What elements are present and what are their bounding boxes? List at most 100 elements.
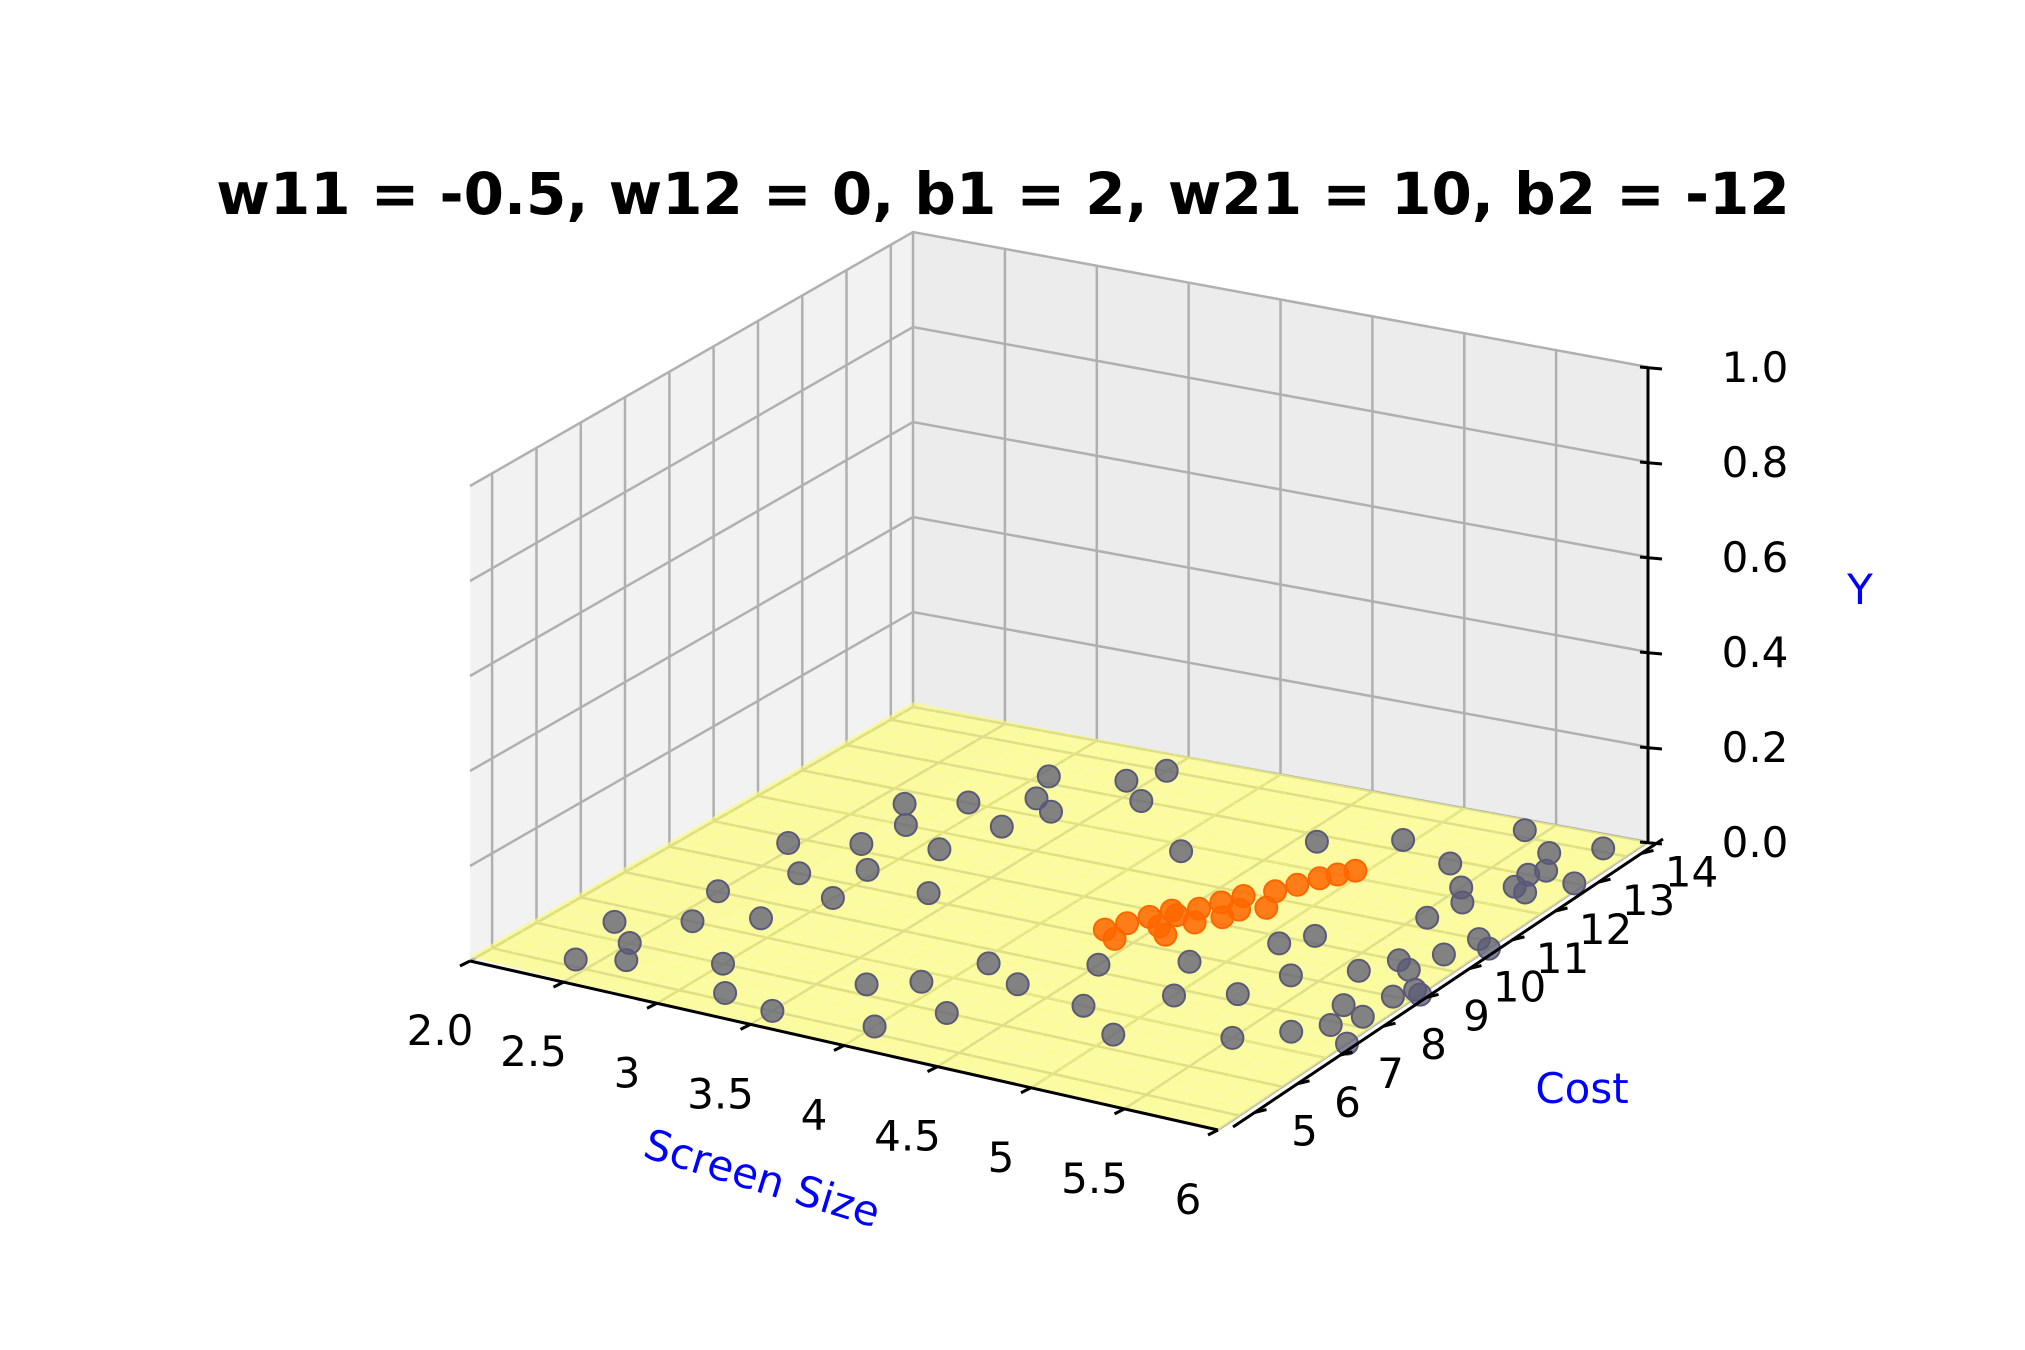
z-tick-label: 1.0: [1722, 343, 1789, 392]
z-tick-mark: [1639, 745, 1663, 751]
y-tick-label: 9: [1463, 991, 1490, 1040]
y-tick-mark: [1598, 877, 1611, 884]
data-point-gray: [927, 837, 952, 862]
grid-line-z: [469, 230, 1649, 488]
chart-title: w11 = -0.5, w12 = 0, b1 = 2, w21 = 10, b…: [216, 160, 1789, 228]
data-points: [563, 758, 1616, 1056]
data-point-gray: [1350, 1004, 1375, 1029]
data-point-gray: [1512, 818, 1537, 843]
grid-line-z: [469, 420, 1649, 678]
data-point-gray: [1279, 1019, 1304, 1044]
data-point-gray: [916, 881, 941, 906]
data-point-gray: [1114, 768, 1139, 793]
data-point-gray: [614, 948, 639, 973]
data-point-gray: [563, 947, 588, 972]
data-point-gray: [855, 857, 880, 882]
y-tick-label: 6: [1334, 1078, 1361, 1127]
data-point-orange: [1227, 897, 1252, 922]
data-point-gray: [1591, 836, 1616, 861]
y-axis-line: [1232, 837, 1664, 1129]
data-point-gray: [1039, 799, 1063, 824]
data-point-gray: [602, 909, 627, 934]
data-point-gray: [1169, 839, 1194, 864]
data-point-gray: [849, 832, 874, 856]
data-point-gray: [1220, 1025, 1245, 1050]
data-point-gray: [1438, 851, 1463, 876]
data-point-gray: [1450, 890, 1475, 915]
data-point-gray: [854, 972, 879, 997]
data-point-gray: [1380, 984, 1405, 1009]
x-tick-label: 6: [1175, 1175, 1202, 1224]
data-point-gray: [862, 1014, 887, 1039]
data-point-gray: [1396, 957, 1421, 982]
data-point-orange: [1343, 858, 1368, 883]
data-point-gray: [1005, 972, 1030, 997]
data-point-gray: [909, 969, 934, 994]
data-point-gray: [820, 886, 845, 910]
data-point-gray: [1346, 958, 1371, 983]
data-point-orange: [1102, 926, 1127, 951]
x-axis-label: Screen Size: [638, 1119, 886, 1237]
data-point-gray: [1101, 1022, 1126, 1047]
data-point-gray: [787, 861, 812, 886]
tick-labels: 2.0 2.5 3 3.5 4 4.5 5 5.5 65678910111213140.00.2…: [407, 343, 1789, 1224]
data-point-gray: [1154, 758, 1179, 783]
y-tick-mark: [1254, 1108, 1267, 1115]
z-axis-label: Y: [1846, 565, 1873, 614]
x-tick-mark: [459, 959, 471, 968]
data-point-gray: [1225, 982, 1250, 1007]
data-point-gray: [956, 790, 981, 815]
surface-patch: [469, 947, 514, 964]
x-tick-mark: [646, 1001, 658, 1010]
z-tick-mark: [1639, 460, 1663, 466]
data-point-orange: [1164, 903, 1189, 928]
x-tick-label: 2.0: [407, 1006, 474, 1055]
y-tick-mark: [1512, 935, 1525, 942]
y-tick-label: 14: [1665, 847, 1718, 896]
x-tick-label: 2.5: [500, 1027, 567, 1076]
z-tick-label: 0.6: [1722, 533, 1789, 582]
x-tick-label: 3.5: [687, 1069, 754, 1118]
data-point-gray: [749, 906, 773, 931]
data-point-gray: [1318, 1013, 1343, 1037]
data-point-gray: [706, 879, 730, 904]
data-point-gray: [1278, 963, 1303, 988]
data-point-gray: [776, 831, 801, 855]
data-point-gray: [1415, 905, 1440, 930]
data-point-gray: [680, 909, 705, 934]
y-tick-mark: [1340, 1050, 1353, 1057]
z-tick-label: 0.0: [1722, 818, 1789, 867]
y-tick-mark: [1297, 1079, 1310, 1086]
z-tick-mark: [1639, 840, 1663, 846]
data-point-gray: [1303, 923, 1327, 948]
data-point-gray: [1036, 764, 1061, 789]
x-tick-mark: [833, 1044, 845, 1052]
y-tick-mark: [1555, 906, 1568, 913]
z-tick-label: 0.4: [1722, 628, 1789, 677]
y-tick-label: 10: [1493, 963, 1546, 1012]
grid-line-z: [469, 515, 1649, 773]
grid-line-z: [469, 325, 1649, 583]
data-point-orange: [1153, 922, 1178, 947]
data-point-gray: [1267, 931, 1292, 956]
z-tick-label: 0.2: [1722, 723, 1789, 772]
data-point-gray: [1304, 829, 1329, 854]
data-point-gray: [989, 814, 1014, 839]
x-tick-label: 3: [614, 1048, 641, 1097]
y-tick-label: 5: [1291, 1107, 1318, 1156]
y-tick-label: 7: [1377, 1049, 1404, 1098]
y-tick-mark: [1469, 964, 1482, 971]
z-tick-mark: [1639, 650, 1663, 656]
data-point-gray: [1534, 858, 1559, 883]
z-tick-mark: [1639, 555, 1663, 561]
x-tick-mark: [739, 1023, 752, 1031]
x-tick-mark: [926, 1065, 939, 1073]
y-tick-label: 11: [1536, 934, 1589, 983]
data-point-gray: [713, 981, 738, 1005]
x-tick-label: 4: [801, 1091, 828, 1140]
data-point-gray: [760, 998, 785, 1023]
y-tick-mark: [1383, 1021, 1396, 1028]
data-point-gray: [892, 791, 917, 816]
x-tick-mark: [1113, 1107, 1126, 1116]
data-point-orange: [1285, 872, 1310, 897]
